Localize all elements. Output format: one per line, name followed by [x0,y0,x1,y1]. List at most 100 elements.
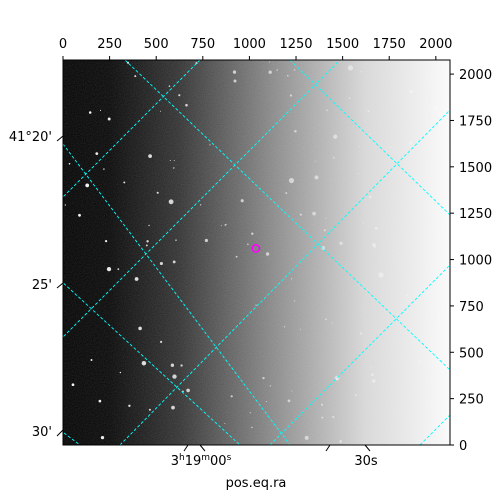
star [332,156,335,159]
star [68,163,71,165]
star [287,399,291,403]
star [268,70,272,74]
star [186,388,190,393]
star [251,232,254,236]
dec-tick-mark [56,135,64,142]
star [106,266,112,272]
star [255,304,257,306]
star [126,61,130,64]
star [265,252,270,256]
star [123,181,126,184]
star [325,318,327,321]
star [148,154,152,158]
star [372,243,376,247]
star [141,360,147,366]
top-tick-label: 1750 [373,37,406,52]
dec-axis-left: 41°20' 25' 30' [9,130,64,440]
star [288,177,295,184]
star [178,94,181,97]
plot-frame [62,59,451,446]
star [85,183,90,188]
star [294,130,297,133]
star [173,159,175,162]
star [357,173,360,175]
star [175,239,177,241]
top-tick-label: 1250 [279,37,312,52]
star [78,213,81,217]
pixel-axis-top: 0 250 500 750 1000 1250 1500 1750 2000 [59,37,452,60]
top-tick-label: 1000 [233,37,266,52]
right-tick-label: 2000 [459,68,492,83]
star [286,74,289,77]
star [204,238,208,243]
star [371,373,374,376]
star [289,94,293,97]
star [409,89,413,94]
top-tick-label: 1500 [326,37,359,52]
grid-line [289,60,450,216]
ra-tick-mark [183,444,189,452]
star [103,168,105,170]
star [249,412,251,414]
star [168,85,171,87]
star [148,224,150,227]
star [283,326,286,328]
star [269,385,272,387]
star [224,422,226,425]
star [199,204,202,206]
x-axis-title: pos.eq.ra [226,476,287,491]
star [378,272,384,278]
star [332,416,335,419]
star [172,374,177,379]
star [171,405,175,410]
star [372,379,376,383]
star [335,377,338,380]
star [321,245,326,250]
star [269,61,271,63]
star [240,199,244,203]
star [304,435,309,440]
star [370,367,372,369]
star [314,175,319,180]
star [173,167,175,169]
star [369,133,372,135]
right-tick-label: 1250 [459,207,492,222]
dec-tick-label: 25' [32,278,52,293]
star [373,132,376,134]
star [265,401,267,403]
star [347,65,354,71]
star [71,383,75,387]
star [360,71,362,73]
dec-tick-label: 41°20' [9,130,52,145]
star [367,110,370,113]
star [233,79,237,83]
star [439,71,442,74]
star [392,249,394,251]
star [326,109,328,111]
right-tick-label: 0 [459,439,467,454]
star [98,399,102,403]
star [95,152,99,155]
star [413,238,415,240]
star [321,416,324,419]
star [138,326,142,331]
grid-line [63,60,341,338]
star-field [64,61,445,443]
star [226,223,228,225]
star [247,243,249,246]
star [348,97,351,100]
star [314,160,316,162]
star [290,278,293,280]
star [134,75,137,78]
target-marker [251,243,261,253]
star [373,245,377,248]
star [232,70,237,74]
star [262,376,265,380]
star [230,395,233,398]
star [438,239,441,241]
star [323,229,326,232]
right-tick-label: 1750 [459,114,492,129]
star [220,225,222,227]
star [299,213,302,216]
grid-line [63,282,241,445]
